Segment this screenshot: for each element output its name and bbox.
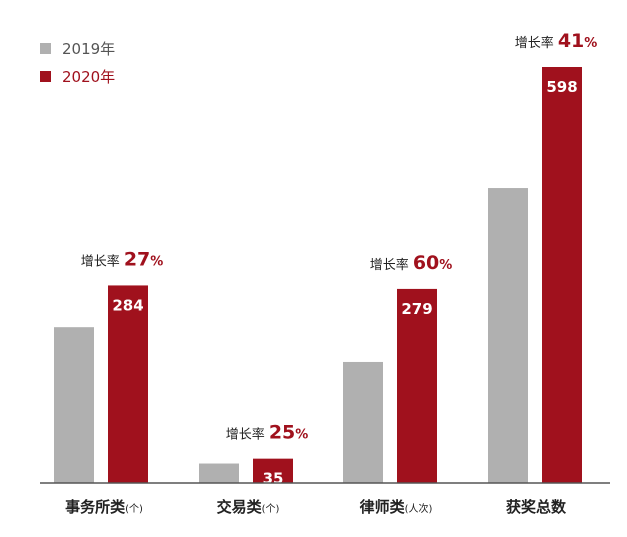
legend-swatch-0 [40, 43, 51, 54]
bar-1-2 [397, 288, 437, 483]
category-label-2: 律师类(人次) [359, 498, 433, 516]
data-label-0: 284 [112, 296, 143, 314]
legend-label-1: 2020年 [62, 68, 115, 86]
category-name-1: 交易类 [217, 498, 263, 516]
data-label-3: 598 [546, 78, 577, 96]
category-label-0: 事务所类(个) [65, 498, 143, 516]
bar-0-0 [54, 327, 94, 483]
growth-prefix-2: 增长率 [370, 257, 413, 273]
legend-label-0: 2019年 [62, 40, 115, 58]
category-unit-2: (人次) [405, 502, 433, 515]
growth-annotation-3: 增长率 41% [515, 30, 598, 52]
growth-suffix-3: % [584, 36, 597, 51]
legend: 2019年 2020年 [40, 40, 115, 86]
growth-prefix-0: 增长率 [81, 253, 124, 269]
category-unit-1: (个) [262, 503, 280, 515]
growth-value-0: 27 [124, 248, 150, 270]
data-label-2: 279 [401, 300, 432, 318]
category-labels: 事务所类(个) 交易类(个) 律师类(人次) 获奖总数 [65, 498, 567, 516]
category-label-3: 获奖总数 [506, 498, 567, 516]
bar-1-0 [108, 285, 148, 483]
bar-1-3 [542, 67, 582, 483]
category-name-3: 获奖总数 [506, 498, 567, 516]
bars: 284 增长率 27% 35 增长率 25% 279 增长率 60% 598 增长率 41% [54, 30, 597, 488]
growth-prefix-3: 增长率 [515, 35, 558, 51]
growth-annotation-2: 增长率 60% [370, 252, 453, 274]
bar-0-3 [488, 188, 528, 484]
bar-0-2 [343, 361, 383, 483]
legend-swatch-1 [40, 71, 51, 82]
growth-suffix-1: % [295, 428, 308, 443]
category-label-1: 交易类(个) [217, 498, 280, 516]
growth-value-3: 41 [558, 30, 584, 52]
category-name-2: 律师类 [359, 498, 406, 516]
category-unit-0: (个) [125, 503, 143, 515]
growth-value-2: 60 [413, 252, 439, 274]
data-label-1: 35 [263, 470, 284, 488]
bar-1-1 [253, 458, 293, 483]
growth-suffix-0: % [150, 254, 163, 269]
growth-value-1: 25 [269, 422, 295, 444]
bar-0-1 [199, 463, 239, 483]
growth-annotation-0: 增长率 27% [81, 248, 164, 270]
category-name-0: 事务所类 [65, 498, 126, 516]
growth-annotation-1: 增长率 25% [226, 422, 309, 444]
growth-prefix-1: 增长率 [226, 427, 269, 443]
growth-suffix-2: % [439, 258, 452, 273]
